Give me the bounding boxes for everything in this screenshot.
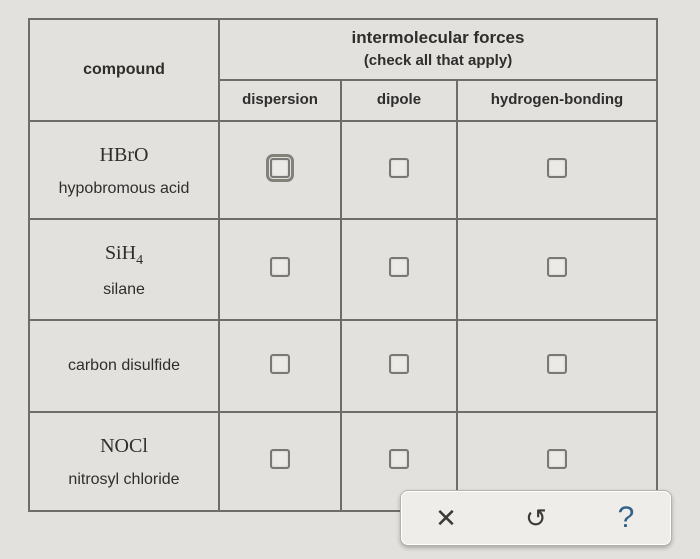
compound-name: hypobromous acid [59,180,190,197]
header-forces-sub: (check all that apply) [219,50,657,80]
table-row: carbon disulfide [29,320,657,412]
compound-name: nitrosyl chloride [68,471,179,488]
compound-formula: NOCl [100,435,148,457]
compound-name: carbon disulfide [68,357,180,374]
checkbox-hbond[interactable] [547,449,567,469]
checkbox-hbond[interactable] [547,257,567,277]
col-hbond: hydrogen-bonding [457,80,657,121]
checkbox-hbond[interactable] [547,158,567,178]
checkbox-cell-dipole [341,219,457,320]
reset-button[interactable]: ↺ [506,503,566,534]
checkbox-dispersion[interactable] [270,158,290,178]
checkbox-hbond[interactable] [547,354,567,374]
close-button[interactable]: ✕ [416,503,476,534]
checkbox-dipole[interactable] [389,257,409,277]
action-toolbar: ✕ ↺ ? [400,490,672,546]
compound-cell: NOCl nitrosyl chloride [29,412,219,510]
table-row: SiH4 silane [29,219,657,320]
worksheet: compound intermolecular forces (check al… [0,0,700,522]
checkbox-cell-dispersion [219,219,341,320]
checkbox-dipole[interactable] [389,354,409,374]
forces-table: compound intermolecular forces (check al… [28,18,658,512]
compound-formula: HBrO [100,144,149,166]
compound-formula: SiH4 [105,242,143,264]
checkbox-dispersion[interactable] [270,354,290,374]
checkbox-dispersion[interactable] [270,257,290,277]
col-dispersion: dispersion [219,80,341,121]
header-compound: compound [29,19,219,121]
checkbox-dipole[interactable] [389,449,409,469]
checkbox-cell-dispersion [219,412,341,510]
checkbox-cell-dipole [341,121,457,219]
checkbox-cell-dispersion [219,121,341,219]
checkbox-cell-hbond [457,219,657,320]
col-dipole: dipole [341,80,457,121]
help-button[interactable]: ? [596,501,656,535]
table-row: HBrO hypobromous acid [29,121,657,219]
header-forces-title: intermolecular forces [219,19,657,50]
compound-cell: carbon disulfide [29,320,219,412]
compound-name: silane [103,281,145,298]
compound-cell: HBrO hypobromous acid [29,121,219,219]
checkbox-cell-dispersion [219,320,341,412]
checkbox-cell-dipole [341,320,457,412]
checkbox-cell-hbond [457,121,657,219]
compound-cell: SiH4 silane [29,219,219,320]
checkbox-dipole[interactable] [389,158,409,178]
checkbox-cell-hbond [457,320,657,412]
checkbox-dispersion[interactable] [270,449,290,469]
